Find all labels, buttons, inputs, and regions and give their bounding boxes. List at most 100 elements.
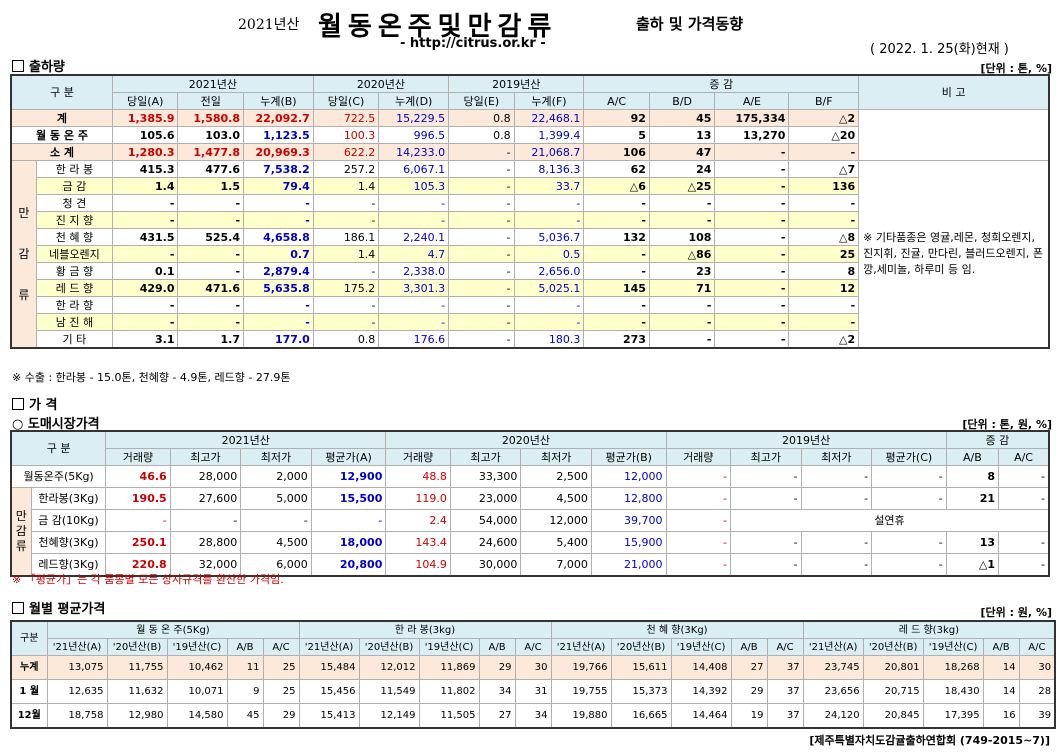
data-cell: 34	[514, 703, 552, 728]
data-cell: -	[243, 296, 314, 314]
data-cell: 9	[226, 679, 264, 704]
data-cell: -	[448, 211, 515, 229]
data-cell: -	[513, 211, 585, 229]
data-cell: -	[998, 553, 1050, 576]
data-cell: 2,240.1	[378, 228, 450, 246]
site-url[interactable]: - http://citrus.or.kr -	[400, 36, 546, 51]
data-cell: 20,801	[862, 655, 924, 680]
data-cell: -	[448, 177, 515, 195]
row-label: 월 동 온 주	[10, 126, 113, 144]
data-cell: 108	[648, 228, 716, 246]
table-row: 누계 13,075 11,755 10,462 11 25 15,484 12,012 11,8…	[10, 655, 1056, 680]
col-header: A/B	[730, 638, 768, 656]
header-row: 구분 월 동 온 주(5Kg) 한 라 봉(3kg) 천 혜 향(3Kg) 레 드 향(…	[10, 620, 1056, 656]
data-cell: 3.1	[111, 330, 179, 349]
data-cell: 8	[945, 465, 1000, 488]
data-cell: 14,580	[166, 703, 228, 728]
data-cell: 23,000	[449, 487, 522, 510]
data-cell: 12,012	[358, 655, 420, 680]
data-cell: 19,880	[550, 703, 612, 728]
data-cell: 62	[583, 160, 650, 178]
data-cell: 220.8	[105, 553, 171, 576]
data-cell: 18,758	[46, 703, 108, 728]
footer-source: [제주특별자치도감귤출하연합회 (749-2015~7)]	[809, 734, 1050, 747]
col-header: A/C	[1018, 638, 1056, 656]
section-price-unit: [단위 : 톤, 원, %]	[962, 418, 1052, 431]
data-cell: 143.4	[385, 531, 451, 554]
row-label: 천혜향(3Kg)	[30, 531, 107, 554]
data-cell: -	[243, 211, 314, 229]
data-cell: 30	[1018, 655, 1056, 680]
table-row: 남 진 해-----------	[11, 313, 1049, 331]
col-header: A/C	[262, 638, 300, 656]
data-cell: 24,120	[802, 703, 864, 728]
col-header: B/F	[788, 92, 860, 110]
data-cell: 37	[766, 655, 804, 680]
col-header-remarks: 비 고	[858, 74, 1050, 110]
data-cell: -	[105, 509, 171, 532]
table-row: 천혜향(3Kg) 250.1 28,800 4,500 18,000 143.4 24,60…	[11, 531, 1050, 554]
data-cell: -	[730, 487, 802, 510]
col-header-2020: 2020년산	[312, 74, 450, 93]
data-cell: 10,462	[166, 655, 228, 680]
col-header: 거래량	[105, 448, 171, 466]
data-cell: 19,755	[550, 679, 612, 704]
data-cell: -	[513, 313, 585, 331]
col-header: '19년산(C)	[922, 638, 984, 656]
data-cell: 250.1	[105, 531, 171, 554]
data-cell: 132	[583, 228, 650, 246]
data-cell: △7	[788, 160, 860, 178]
col-header-group: 한 라 봉(3kg)	[298, 620, 552, 639]
data-cell: 45	[226, 703, 264, 728]
data-cell: -	[310, 509, 387, 532]
data-cell: 71	[648, 279, 716, 297]
data-cell: 11,802	[418, 679, 480, 704]
data-cell: 29	[730, 679, 768, 704]
data-cell: -	[714, 160, 790, 178]
data-cell: -	[448, 143, 515, 161]
data-cell: -	[448, 313, 515, 331]
data-cell: -	[583, 313, 650, 331]
data-cell: 22,468.1	[513, 109, 585, 127]
data-cell: 176.6	[378, 330, 450, 349]
data-cell: 18,430	[922, 679, 984, 704]
data-cell: 106	[583, 143, 650, 161]
price-note: ※ 「평균가」는 각 품종별 모든 상자규격를 환산한 가격임.	[12, 573, 284, 586]
data-cell: -	[513, 296, 585, 314]
data-cell: 1.7	[177, 330, 245, 349]
data-cell: -	[788, 143, 860, 161]
data-cell: -	[730, 553, 802, 576]
data-cell: -	[111, 296, 179, 314]
data-cell: 15,373	[610, 679, 672, 704]
row-label: 천 혜 향	[35, 228, 113, 246]
data-cell: 48.8	[385, 465, 451, 488]
data-cell: 104.9	[385, 553, 451, 576]
data-cell: -	[378, 194, 450, 212]
data-cell: -	[714, 330, 790, 349]
data-cell: △8	[788, 228, 860, 246]
data-cell: -	[665, 465, 732, 488]
col-header-2019: 2019년산	[448, 74, 585, 93]
data-cell: -	[448, 296, 515, 314]
data-cell: -	[448, 194, 515, 212]
col-header: '20년산(B)	[862, 638, 924, 656]
data-cell: 0.1	[111, 262, 179, 280]
data-cell: 20,715	[862, 679, 924, 704]
data-cell: 4,500	[520, 487, 592, 510]
remarks-cell: ※ 기타품종은 영귤,레몬, 청희오렌지, 진지휘, 진귤, 만다린, 블러드오…	[858, 160, 1050, 349]
table-row: 만 감 류 한라봉(3Kg) 190.5 27,600 5,000 15,500 119.0 23…	[10, 487, 1050, 576]
col-header-2021: 2021년산	[111, 74, 314, 93]
data-cell: 33.7	[513, 177, 585, 195]
table-row: 네블오렌지 - -0.7 1.4 4.7-0.5- △86-25	[11, 245, 1049, 263]
data-cell: 12,000	[590, 465, 667, 488]
checkbox-icon	[12, 398, 24, 410]
data-cell: 14,464	[670, 703, 732, 728]
data-cell: -	[714, 194, 790, 212]
data-cell: -	[583, 245, 650, 263]
data-cell: -	[648, 211, 716, 229]
row-label: 진 지 향	[35, 211, 113, 229]
data-cell: -	[800, 487, 873, 510]
data-cell: 19	[730, 703, 768, 728]
data-cell: 5,025.1	[513, 279, 585, 297]
